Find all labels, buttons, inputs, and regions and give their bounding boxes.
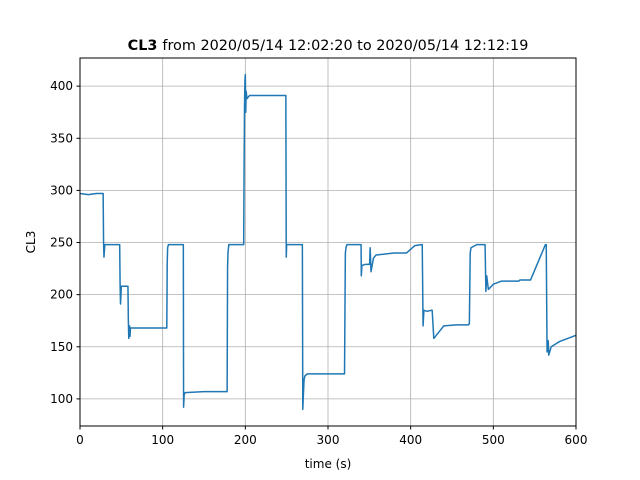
y-tick-label: 400 <box>50 79 73 93</box>
x-tick-label: 100 <box>151 433 174 447</box>
x-axis-label: time (s) <box>305 457 352 471</box>
x-tick-label: 600 <box>565 433 588 447</box>
x-tick-label: 300 <box>317 433 340 447</box>
x-tick-label: 0 <box>76 433 84 447</box>
data-line <box>79 73 577 411</box>
chart-title: CL3 from 2020/05/14 12:02:20 to 2020/05/1… <box>128 38 529 54</box>
y-tick-label: 100 <box>50 392 73 406</box>
y-tick-label: 200 <box>50 288 73 302</box>
x-tick-label: 400 <box>399 433 422 447</box>
title-text: from 2020/05/14 12:02:20 to 2020/05/14 1… <box>162 38 528 54</box>
x-tick-label: 500 <box>482 433 505 447</box>
y-tick-label: 250 <box>50 236 73 250</box>
y-tick-label: 300 <box>50 183 73 197</box>
y-tick-label: 350 <box>50 131 73 145</box>
title-bold: CL3 <box>128 38 158 54</box>
y-axis-label: CL3 <box>24 231 38 254</box>
axes-frame <box>79 57 577 427</box>
y-tick-label: 150 <box>50 340 73 354</box>
x-tick-label: 200 <box>234 433 257 447</box>
